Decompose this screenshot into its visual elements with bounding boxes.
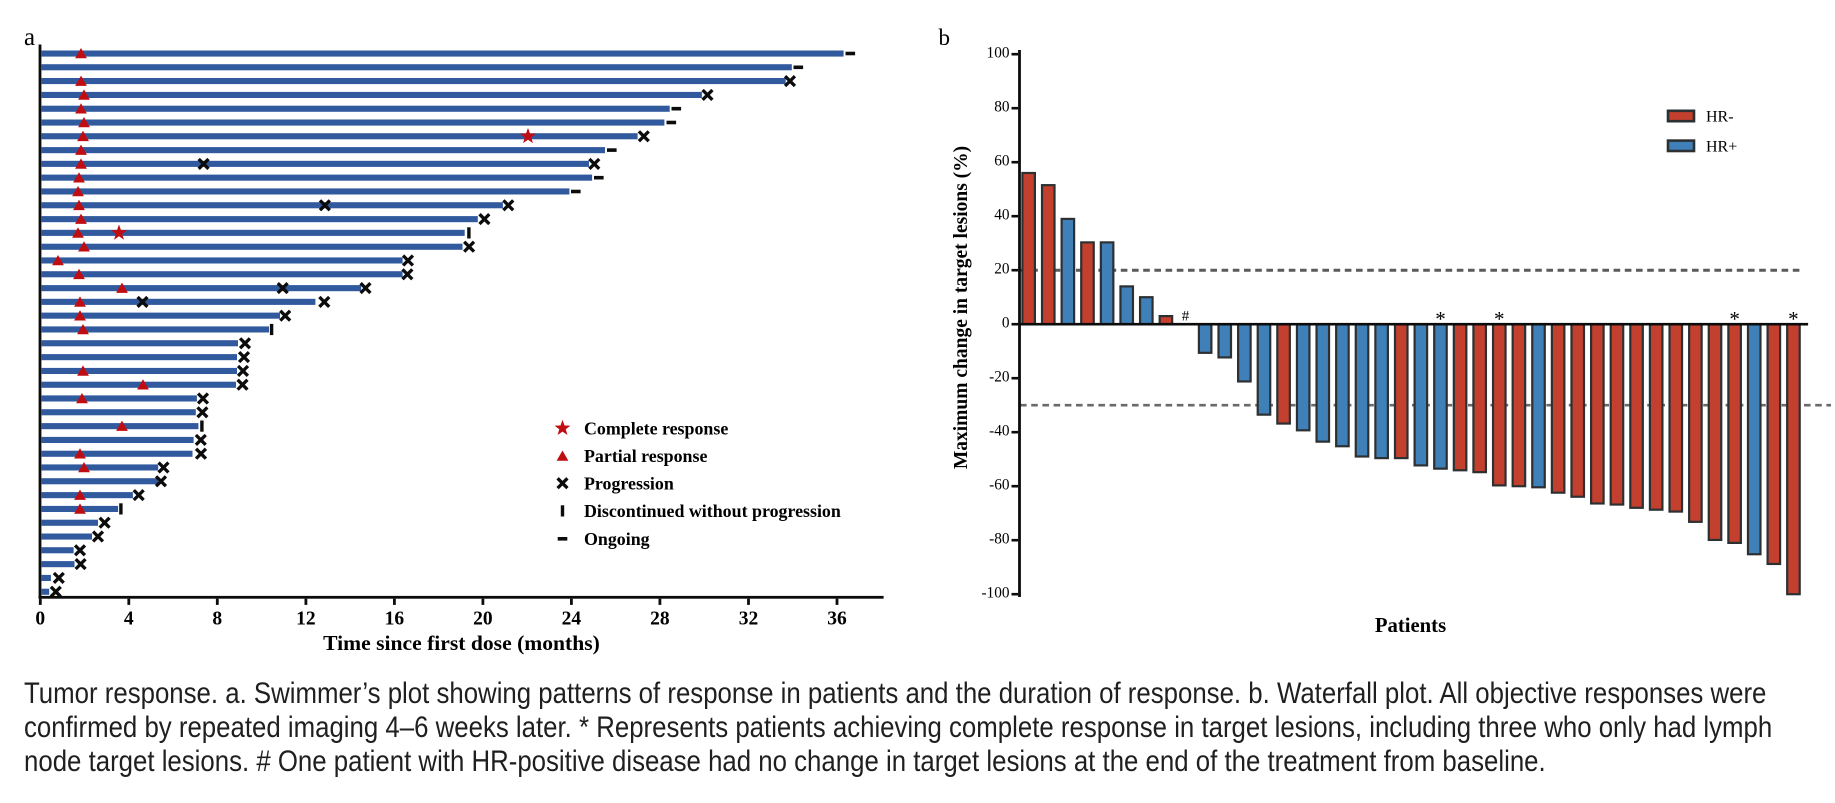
svg-text:4: 4 — [124, 609, 134, 630]
svg-text:20: 20 — [473, 609, 493, 630]
svg-text:Partial response: Partial response — [584, 446, 707, 466]
svg-text:*: * — [1494, 307, 1505, 331]
svg-text:0: 0 — [35, 609, 45, 630]
svg-text:8: 8 — [212, 609, 222, 630]
svg-text:Maximum change in target lesio: Maximum change in target lesions (%) — [951, 146, 972, 469]
svg-text:-60: -60 — [989, 476, 1010, 493]
svg-text:60: 60 — [994, 152, 1010, 169]
svg-text:24: 24 — [562, 609, 582, 630]
svg-text:*: * — [1729, 307, 1740, 331]
svg-text:*: * — [1788, 307, 1799, 331]
svg-text:16: 16 — [385, 609, 405, 630]
svg-text:*: * — [1435, 307, 1446, 331]
svg-text:Progression: Progression — [584, 473, 674, 493]
svg-text:Time since first dose (months): Time since first dose (months) — [323, 631, 600, 655]
svg-text:Complete response: Complete response — [584, 418, 728, 438]
svg-text:b: b — [939, 25, 951, 50]
svg-text:12: 12 — [296, 609, 316, 630]
svg-text:-100: -100 — [981, 584, 1009, 601]
svg-text:a: a — [24, 24, 35, 51]
svg-text:Ongoing: Ongoing — [584, 529, 650, 549]
svg-text:Discontinued without progressi: Discontinued without progression — [584, 501, 841, 521]
svg-text:Patients: Patients — [1375, 615, 1446, 637]
svg-text:0: 0 — [1002, 314, 1010, 331]
svg-text:32: 32 — [739, 609, 759, 630]
svg-text:20: 20 — [994, 260, 1010, 277]
svg-text:40: 40 — [994, 206, 1010, 223]
svg-text:80: 80 — [994, 98, 1010, 115]
svg-text:HR+: HR+ — [1706, 138, 1737, 155]
svg-text:HR-: HR- — [1706, 109, 1734, 126]
svg-text:#: # — [1182, 309, 1190, 325]
svg-text:-80: -80 — [989, 530, 1010, 547]
svg-text:-40: -40 — [989, 422, 1010, 439]
svg-text:36: 36 — [827, 609, 847, 630]
svg-text:-20: -20 — [989, 368, 1010, 385]
svg-text:100: 100 — [987, 44, 1010, 61]
svg-text:28: 28 — [650, 609, 670, 630]
